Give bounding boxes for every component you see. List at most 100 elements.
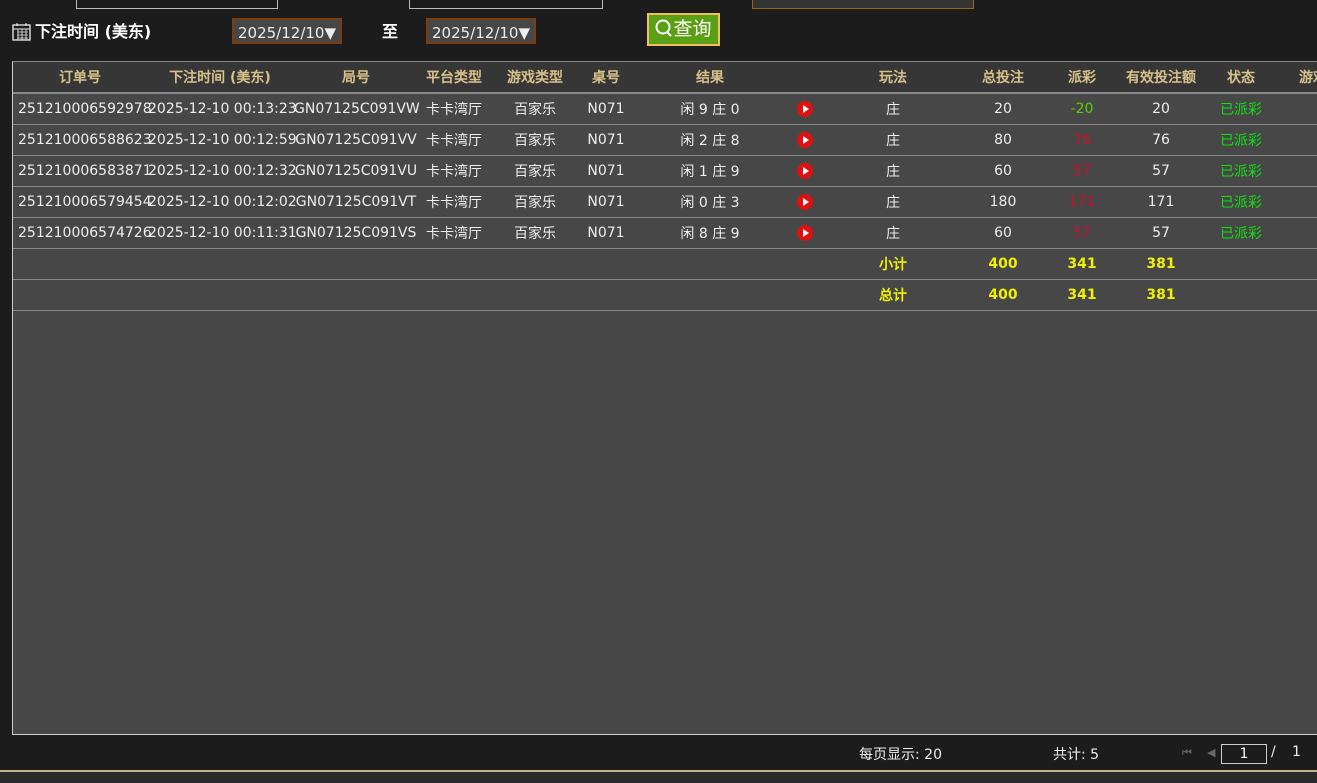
- table-row: 251210006588623 2025-12-10 00:12:59 GN0712…: [13, 124, 1317, 156]
- empty-cell: [581, 248, 631, 280]
- bet-time: 2025-12-10 00:13:23: [147, 93, 297, 125]
- order-number: 251210006583871: [13, 155, 152, 187]
- payout: 57: [1041, 217, 1123, 249]
- column-header: 订单号: [13, 62, 147, 94]
- status: 已派彩: [1199, 124, 1283, 156]
- game-type: 百家乐: [489, 93, 581, 125]
- table-row: 251210006583871 2025-12-10 00:12:32 GN0712…: [13, 155, 1317, 187]
- round-number: GN07125C091VT: [293, 186, 419, 218]
- calendar-icon: [12, 23, 31, 41]
- column-header: 结果: [631, 62, 789, 94]
- platform-type: 卡卡湾厅: [419, 186, 489, 218]
- total-payout: 341: [1041, 279, 1123, 311]
- replay-cell: [789, 93, 821, 125]
- platform-type: 卡卡湾厅: [419, 217, 489, 249]
- round-number: GN07125C091VW: [293, 93, 420, 125]
- empty-cell: [419, 248, 489, 280]
- status: 已派彩: [1199, 186, 1283, 218]
- column-header: 总投注: [965, 62, 1041, 94]
- table-number: N071: [581, 93, 631, 125]
- pagination-bar: 每页显示: 20 共计: 5 ⏮ ◀ / 1: [0, 734, 1317, 770]
- query-button-label: 查询: [673, 18, 712, 40]
- filter-input-2[interactable]: [409, 0, 603, 9]
- platform-type: 卡卡湾厅: [419, 155, 489, 187]
- bet-records-table: 订单号 下注时间 (美东) 局号 平台类型 游戏类型 桌号 结果 玩法 总投注 派彩 有效投注额 状态…: [12, 61, 1317, 735]
- total-bet: 60: [965, 217, 1041, 249]
- game-cell: [1283, 217, 1317, 249]
- empty-cell: [1283, 248, 1317, 280]
- round-number: GN07125C091VU: [293, 155, 419, 187]
- game-cell: [1283, 93, 1317, 125]
- result: 闲 8 庄 9: [631, 217, 789, 249]
- end-date-select[interactable]: 2025/12/10▼: [426, 18, 536, 44]
- empty-cell: [789, 279, 821, 311]
- empty-cell: [147, 279, 293, 311]
- empty-cell: [789, 248, 821, 280]
- game-type: 百家乐: [489, 186, 581, 218]
- status: 已派彩: [1199, 155, 1283, 187]
- replay-cell: [789, 124, 821, 156]
- empty-cell: [293, 248, 419, 280]
- total-pages: 1: [1292, 744, 1301, 760]
- play-video-icon[interactable]: [797, 225, 813, 241]
- prev-page-icon[interactable]: ◀: [1207, 746, 1216, 759]
- play-video-icon[interactable]: [797, 194, 813, 210]
- payout: -20: [1041, 93, 1123, 125]
- start-date-select[interactable]: 2025/12/10▼: [232, 18, 342, 44]
- platform-type: 卡卡湾厅: [419, 93, 489, 125]
- payout: 76: [1041, 124, 1123, 156]
- total-label: 总计: [821, 279, 965, 311]
- empty-cell: [631, 279, 789, 311]
- play-video-icon[interactable]: [797, 163, 813, 179]
- valid-bet: 20: [1123, 93, 1199, 125]
- result: 闲 2 庄 8: [631, 124, 789, 156]
- order-number: 251210006588623: [13, 124, 152, 156]
- round-number: GN07125C091VV: [293, 124, 419, 156]
- column-header: [789, 62, 821, 94]
- play-type: 庄: [821, 186, 965, 218]
- play-video-icon[interactable]: [797, 132, 813, 148]
- empty-cell: [1199, 248, 1283, 280]
- empty-cell: [293, 279, 419, 311]
- replay-cell: [789, 217, 821, 249]
- empty-cell: [1199, 279, 1283, 311]
- game-cell: [1283, 124, 1317, 156]
- column-header: 平台类型: [419, 62, 489, 94]
- subtotal-valid: 381: [1123, 248, 1199, 280]
- per-page-label: 每页显示: 20: [859, 747, 942, 763]
- payout: 171: [1041, 186, 1123, 218]
- total-bet: 400: [965, 279, 1041, 311]
- empty-cell: [13, 279, 147, 311]
- empty-cell: [489, 248, 581, 280]
- table-row: 251210006579454 2025-12-10 00:12:02 GN0712…: [13, 186, 1317, 218]
- play-type: 庄: [821, 93, 965, 125]
- column-header: 桌号: [581, 62, 631, 94]
- subtotal-label: 小计: [821, 248, 965, 280]
- first-page-icon[interactable]: ⏮: [1182, 746, 1192, 759]
- filter-input-1[interactable]: [76, 0, 278, 9]
- empty-cell: [631, 248, 789, 280]
- column-header: 游戏: [1283, 62, 1317, 94]
- filter-select[interactable]: [752, 0, 974, 9]
- play-video-icon[interactable]: [797, 101, 813, 117]
- bet-time-label: 下注时间 (美东): [35, 22, 152, 41]
- bet-time: 2025-12-10 00:11:31: [147, 217, 297, 249]
- page-number-input[interactable]: 1: [1221, 744, 1267, 764]
- table-row: 251210006574726 2025-12-10 00:11:31 GN0712…: [13, 217, 1317, 249]
- table-number: N071: [581, 124, 631, 156]
- valid-bet: 57: [1123, 155, 1199, 187]
- empty-cell: [13, 248, 147, 280]
- replay-cell: [789, 155, 821, 187]
- game-cell: [1283, 155, 1317, 187]
- valid-bet: 57: [1123, 217, 1199, 249]
- column-header: 派彩: [1041, 62, 1123, 94]
- table-row: 251210006592978 2025-12-10 00:13:23 GN0712…: [13, 93, 1317, 125]
- empty-cell: [489, 279, 581, 311]
- subtotal-row: 小计 400 341 381: [13, 248, 1317, 280]
- background-strip: [0, 770, 1317, 783]
- round-number: GN07125C091VS: [293, 217, 419, 249]
- order-number: 251210006579454: [13, 186, 152, 218]
- table-number: N071: [581, 186, 631, 218]
- total-count: 共计: 5: [1053, 747, 1100, 763]
- query-button[interactable]: 查询: [647, 13, 720, 46]
